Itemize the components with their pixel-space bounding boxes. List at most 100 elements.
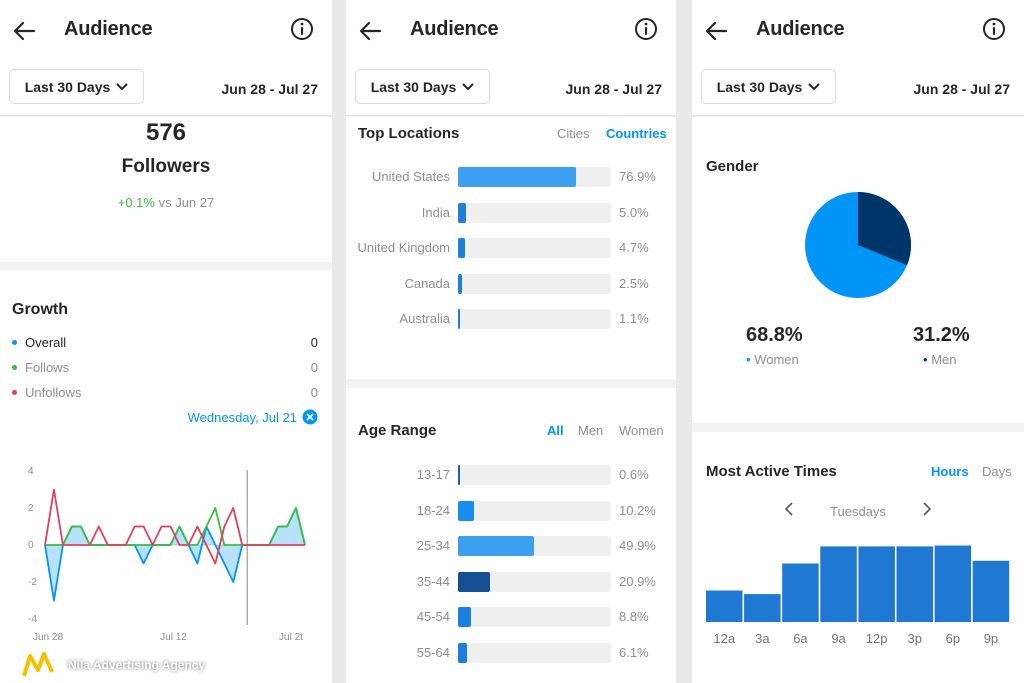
age-row: 18-24 10.2% — [346, 500, 676, 521]
date-range-text: Jun 28 - Jul 27 — [913, 81, 1010, 97]
info-icon[interactable] — [634, 17, 658, 41]
hour-tick-label: 9a — [831, 631, 846, 646]
age-value: 20.9% — [619, 573, 656, 589]
legend-overall-label: Overall — [25, 335, 67, 350]
location-bar — [458, 309, 460, 329]
info-icon[interactable] — [290, 17, 314, 41]
header: Audience Last 30 Days Jun 28 - Jul 27 — [692, 0, 1024, 116]
age-bar — [458, 536, 535, 556]
age-track — [458, 465, 611, 485]
location-value: 1.1% — [619, 311, 649, 326]
age-value: 0.6% — [619, 467, 649, 482]
y-tick-label: 2 — [28, 503, 34, 514]
age-bar — [458, 607, 472, 627]
chevron-right-icon[interactable] — [922, 502, 932, 516]
overall-line — [44, 507, 306, 602]
hour-tick-label: 12a — [713, 631, 735, 646]
date-range-text: Jun 28 - Jul 27 — [565, 81, 662, 97]
y-tick-label: -4 — [28, 614, 37, 625]
location-label: United States — [371, 169, 450, 184]
age-track — [458, 500, 611, 521]
legend-follows-label: Follows — [25, 360, 70, 375]
hour-tick-label: 3p — [908, 631, 922, 646]
women-legend: • Women — [746, 352, 799, 367]
gender-pie-chart[interactable] — [802, 185, 914, 305]
legend-unfollows-value: 0 — [310, 385, 318, 400]
overall-area — [45, 508, 305, 601]
date-range-label: Last 30 Days — [370, 78, 457, 95]
growth-chart[interactable]: 4 2 0 -2 -4 Jun 28 Jul 12 Jul 2t — [0, 450, 332, 650]
date-range-dropdown[interactable]: Last 30 Days — [701, 69, 836, 104]
gender-card: Gender 68.8% • Women 31.2% • Men — [692, 117, 1024, 423]
age-row: 25-34 49.9% — [346, 536, 676, 556]
back-arrow-icon[interactable] — [12, 18, 38, 44]
page-title: Audience — [410, 18, 499, 40]
location-track — [458, 309, 611, 329]
followers-card: 576 Followers +0.1% vs Jun 27 — [0, 117, 332, 262]
chevron-down-icon — [462, 82, 475, 90]
tab-cities[interactable]: Cities — [557, 126, 590, 141]
page-title: Audience — [756, 18, 845, 40]
age-value: 8.8% — [619, 609, 649, 624]
y-tick-label: 4 — [28, 466, 34, 477]
age-label: 13-17 — [416, 467, 450, 482]
date-range-dropdown[interactable]: Last 30 Days — [355, 69, 490, 104]
top-locations-card: Top Locations Cities Countries United St… — [346, 117, 676, 379]
back-arrow-icon[interactable] — [358, 18, 384, 44]
followers-label: Followers — [121, 156, 211, 177]
chevron-down-icon — [116, 82, 129, 90]
age-row: 55-64 6.1% — [346, 642, 676, 663]
change-compare: vs Jun 27 — [158, 195, 215, 210]
followers-change: +0.1% vs Jun 27 — [0, 195, 332, 210]
clear-icon[interactable] — [302, 409, 318, 425]
watermark-text: Nila Advertising Agency — [68, 658, 206, 672]
back-arrow-icon[interactable] — [704, 18, 730, 44]
legend-follows-value: 0 — [310, 360, 318, 375]
age-track — [458, 607, 611, 627]
gender-times-panel: Audience Last 30 Days Jun 28 - Jul 27 Ge… — [692, 0, 1024, 683]
follows-dot-icon — [12, 365, 17, 371]
pie-slice-men — [858, 192, 911, 266]
agency-logo-icon — [22, 652, 54, 677]
tab-hours[interactable]: Hours — [931, 464, 969, 479]
date-range-dropdown[interactable]: Last 30 Days — [9, 69, 144, 104]
x-tick-label: Jun 28 — [33, 632, 63, 643]
tab-all[interactable]: All — [547, 423, 564, 438]
date-range-label: Last 30 Days — [716, 78, 803, 95]
hour-tick-label: 6a — [793, 631, 808, 646]
age-value: 10.2% — [619, 502, 656, 518]
selected-date[interactable]: Wednesday, Jul 21 — [188, 409, 318, 425]
location-track — [458, 202, 611, 223]
tab-women[interactable]: Women — [619, 423, 664, 438]
selected-date-label: Wednesday, Jul 21 — [187, 409, 297, 425]
chevron-left-icon[interactable] — [784, 502, 794, 516]
age-label: 18-24 — [416, 502, 450, 518]
info-icon[interactable] — [982, 17, 1006, 41]
location-value: 5.0% — [619, 204, 649, 220]
age-range-card: Age Range All Men Women 13-17 0.6% 18-24 10… — [346, 388, 676, 683]
age-track — [458, 536, 611, 556]
active-times-title: Most Active Times — [706, 463, 837, 480]
tab-men[interactable]: Men — [578, 423, 604, 438]
legend-overall-value: 0 — [310, 335, 318, 350]
active-time-bar — [972, 560, 1010, 622]
location-row: United States 76.9% — [346, 167, 676, 187]
age-label: 35-44 — [416, 573, 450, 589]
x-tick-label: Jul 2t — [279, 632, 303, 643]
hour-tick-label: 3a — [755, 631, 770, 646]
tab-countries[interactable]: Countries — [606, 126, 667, 141]
age-bar — [458, 500, 474, 521]
chevron-down-icon — [808, 82, 821, 90]
tab-days[interactable]: Days — [982, 464, 1012, 479]
gender-title: Gender — [706, 158, 759, 175]
watermark: Nila Advertising Agency — [0, 647, 230, 683]
active-times-chart[interactable]: 12a 3a 6a 9a 12p 3p 6p 9p — [692, 532, 1024, 652]
date-range-text: Jun 28 - Jul 27 — [221, 81, 318, 97]
active-time-bar — [782, 563, 819, 622]
x-tick-label: Jul 12 — [160, 632, 187, 643]
age-row: 13-17 0.6% — [346, 465, 676, 485]
men-legend: • Men — [923, 352, 956, 367]
age-row: 45-54 8.8% — [346, 607, 676, 627]
age-value: 6.1% — [619, 644, 649, 660]
location-label: Canada — [404, 275, 450, 291]
